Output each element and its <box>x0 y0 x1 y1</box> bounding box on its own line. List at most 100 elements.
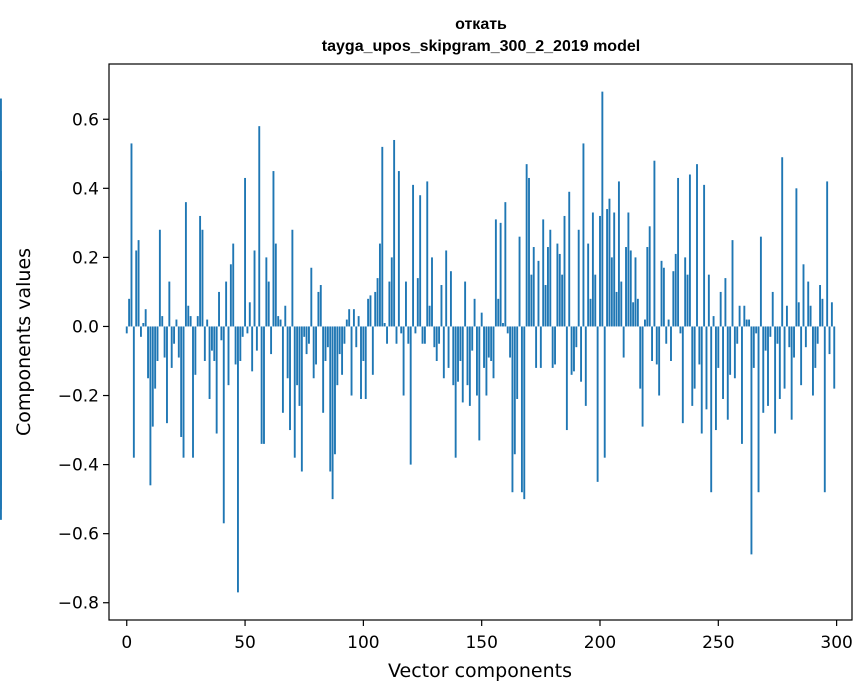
bar-25 <box>184 202 187 327</box>
bar-7 <box>142 323 145 327</box>
bar-11 <box>151 326 154 427</box>
bar-244 <box>703 184 706 327</box>
bar-191 <box>577 229 580 327</box>
bar-49 <box>241 326 244 337</box>
bar-140 <box>457 326 459 382</box>
bar-30 <box>196 316 199 327</box>
bar-150 <box>480 312 483 327</box>
bar-264 <box>750 326 753 555</box>
bar-122 <box>414 326 417 334</box>
x-tick-label: 150 <box>465 633 497 653</box>
bar-130 <box>433 326 436 348</box>
bar-21 <box>175 319 178 327</box>
bar-275 <box>776 326 779 344</box>
bar-235 <box>681 326 684 424</box>
bar-34 <box>206 319 209 327</box>
bar-undefined <box>0 312 2 327</box>
bar-285 <box>800 326 803 386</box>
bar-62 <box>272 171 275 327</box>
bar-71 <box>293 326 296 458</box>
bar-279 <box>785 305 788 327</box>
bar-190 <box>575 326 578 348</box>
bar-79 <box>312 326 315 379</box>
bar-96 <box>352 309 355 327</box>
bar-219 <box>644 319 646 327</box>
bar-31 <box>199 215 202 327</box>
bar-136 <box>447 326 450 368</box>
bar-224 <box>655 326 658 365</box>
chart-title: откать <box>455 16 507 33</box>
plot-frame <box>108 63 853 621</box>
bar-251 <box>719 291 722 327</box>
bar-73 <box>298 326 301 406</box>
bar-65 <box>279 319 282 327</box>
bars-group <box>0 91 836 593</box>
bar-162 <box>509 326 512 358</box>
bar-105 <box>374 291 377 327</box>
bar-4 <box>135 250 138 327</box>
bar-111 <box>388 281 391 327</box>
bar-288 <box>807 281 810 327</box>
bar-125 <box>421 326 424 344</box>
bar-138 <box>452 326 455 386</box>
bar-74 <box>300 326 303 472</box>
bar-167 <box>520 326 523 493</box>
bar-239 <box>691 326 694 406</box>
bar-58 <box>263 326 265 444</box>
bar-234 <box>679 326 682 334</box>
bar-27 <box>189 316 192 327</box>
bar-42 <box>225 281 228 327</box>
bar-63 <box>274 243 277 327</box>
bar-70 <box>291 229 294 327</box>
bar-undefined <box>0 326 2 379</box>
bar-19 <box>170 326 173 368</box>
bar-119 <box>407 326 410 344</box>
bar-294 <box>821 298 824 327</box>
bar-18 <box>168 281 171 327</box>
bar-282 <box>793 326 795 358</box>
bar-223 <box>653 160 656 327</box>
bar-216 <box>636 298 639 327</box>
bar-29 <box>194 326 197 375</box>
bar-118 <box>405 281 407 327</box>
bar-245 <box>705 326 708 410</box>
bar-61 <box>270 326 273 355</box>
bar-174 <box>537 260 540 327</box>
bar-48 <box>239 326 242 361</box>
bar-103 <box>369 295 372 327</box>
bar-289 <box>809 305 812 327</box>
bar-295 <box>823 326 826 493</box>
bar-82 <box>319 285 322 327</box>
bar-16 <box>163 326 166 358</box>
bar-78 <box>310 267 313 327</box>
bar-46 <box>234 326 237 365</box>
bar-147 <box>473 298 476 327</box>
bar-195 <box>587 243 590 327</box>
bar-26 <box>187 305 190 327</box>
x-tick-label: 100 <box>347 633 379 653</box>
bar-228 <box>665 326 668 344</box>
bar-170 <box>528 177 530 327</box>
bar-148 <box>476 326 478 396</box>
bar-267 <box>757 326 760 493</box>
bar-209 <box>620 281 623 327</box>
y-tick-label: 0.2 <box>72 248 99 268</box>
bar-80 <box>315 326 317 365</box>
bar-132 <box>438 326 441 344</box>
bar-232 <box>674 253 677 327</box>
bar-286 <box>802 264 805 327</box>
bar-175 <box>539 326 542 368</box>
x-tick-label: 0 <box>121 633 132 653</box>
bar-168 <box>523 326 526 500</box>
bar-88 <box>334 326 336 455</box>
bar-287 <box>804 326 807 348</box>
bar-218 <box>641 326 644 427</box>
bar-3 <box>132 326 135 458</box>
bar-15 <box>161 316 164 327</box>
bar-51 <box>246 326 249 334</box>
bar-104 <box>371 326 374 375</box>
bar-291 <box>814 326 817 368</box>
bar-189 <box>573 326 575 372</box>
bar-263 <box>748 319 751 327</box>
x-tick-label: 200 <box>584 633 616 653</box>
